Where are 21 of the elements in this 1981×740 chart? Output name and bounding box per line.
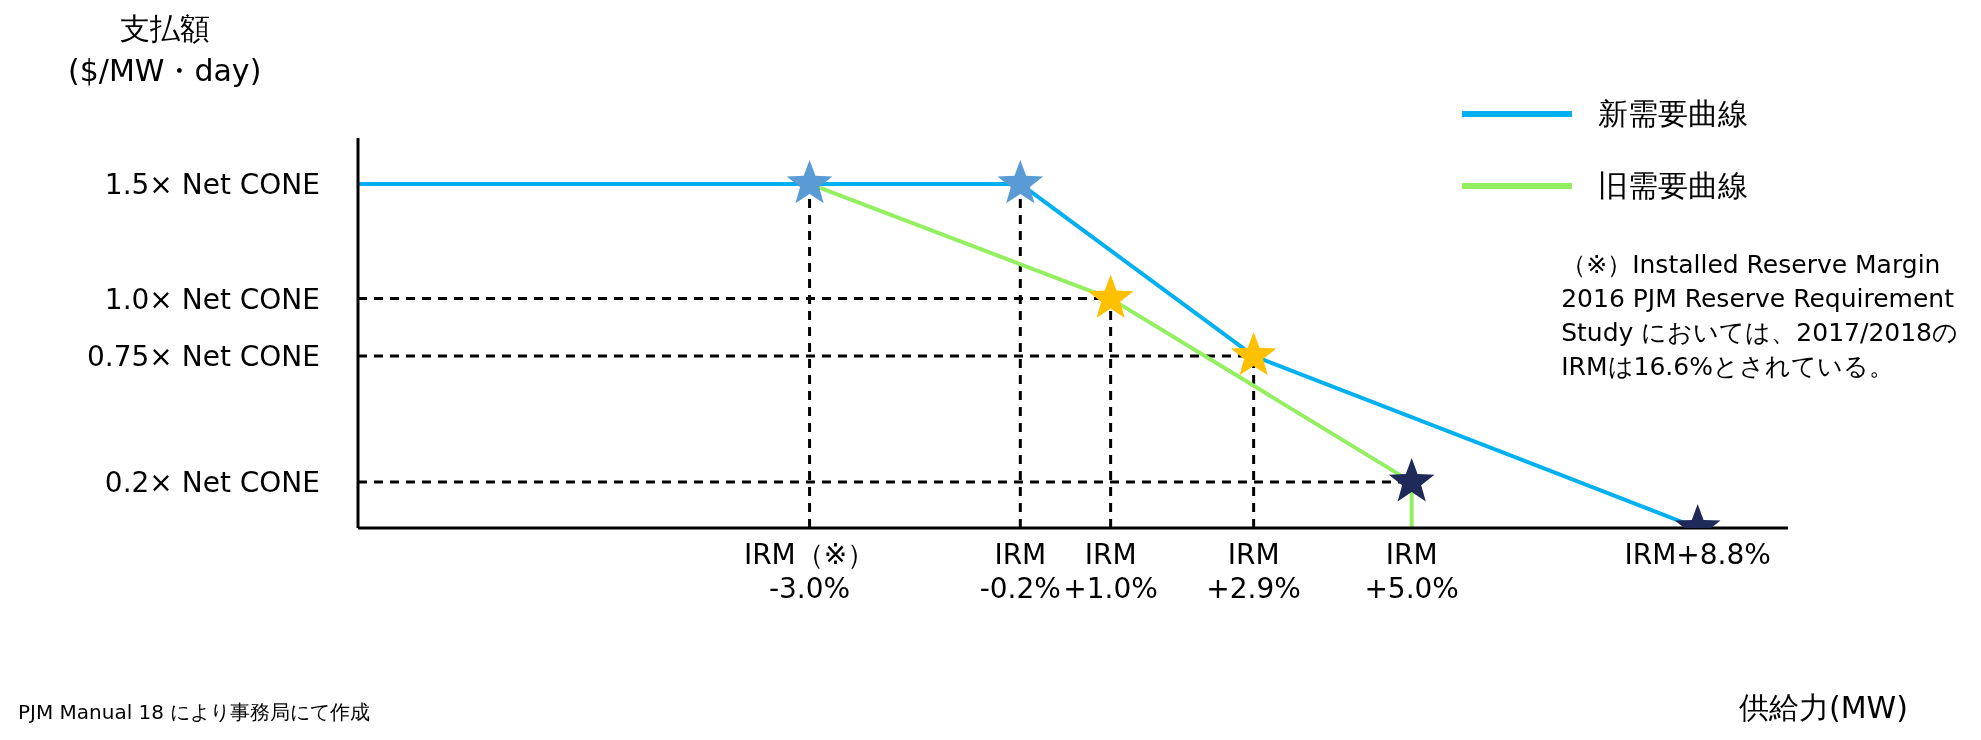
- y-tick-label: 1.0× Net CONE: [104, 282, 320, 316]
- legend-label: 旧需要曲線: [1598, 166, 1748, 205]
- legend-label: 新需要曲線: [1598, 94, 1748, 133]
- point: [786, 159, 833, 204]
- x-tick-label: IRM +1.0%: [1063, 538, 1158, 605]
- point: [1087, 274, 1134, 318]
- y-axis-title: 支払額 ($/MW・day): [68, 10, 262, 90]
- y-tick-label: 1.5× Net CONE: [104, 167, 320, 201]
- x-tick-label: IRM（※） -3.0%: [743, 538, 876, 605]
- text: PJM Manual 18 により事務局にて作成: [18, 700, 371, 724]
- point: [997, 159, 1044, 204]
- x-tick-label: IRM +5.0%: [1364, 538, 1459, 605]
- x-axis-title: 供給力(MW): [1739, 689, 1908, 727]
- y-tick-label: 0.2× Net CONE: [104, 466, 320, 500]
- point: [1230, 331, 1277, 376]
- point: [1388, 458, 1435, 502]
- x-tick-label: IRM+8.8%: [1624, 538, 1771, 571]
- annotation: （※）Installed Reserve Margin 2016 PJM Reserve Requirement Study においては、2017/2018の IRMは16.6%とされている。: [1561, 249, 1958, 383]
- x-tick-label: IRM +2.9%: [1206, 538, 1301, 605]
- y-tick-label: 0.75× Net CONE: [87, 339, 320, 373]
- x-tick-label: IRM -0.2%: [979, 538, 1061, 605]
